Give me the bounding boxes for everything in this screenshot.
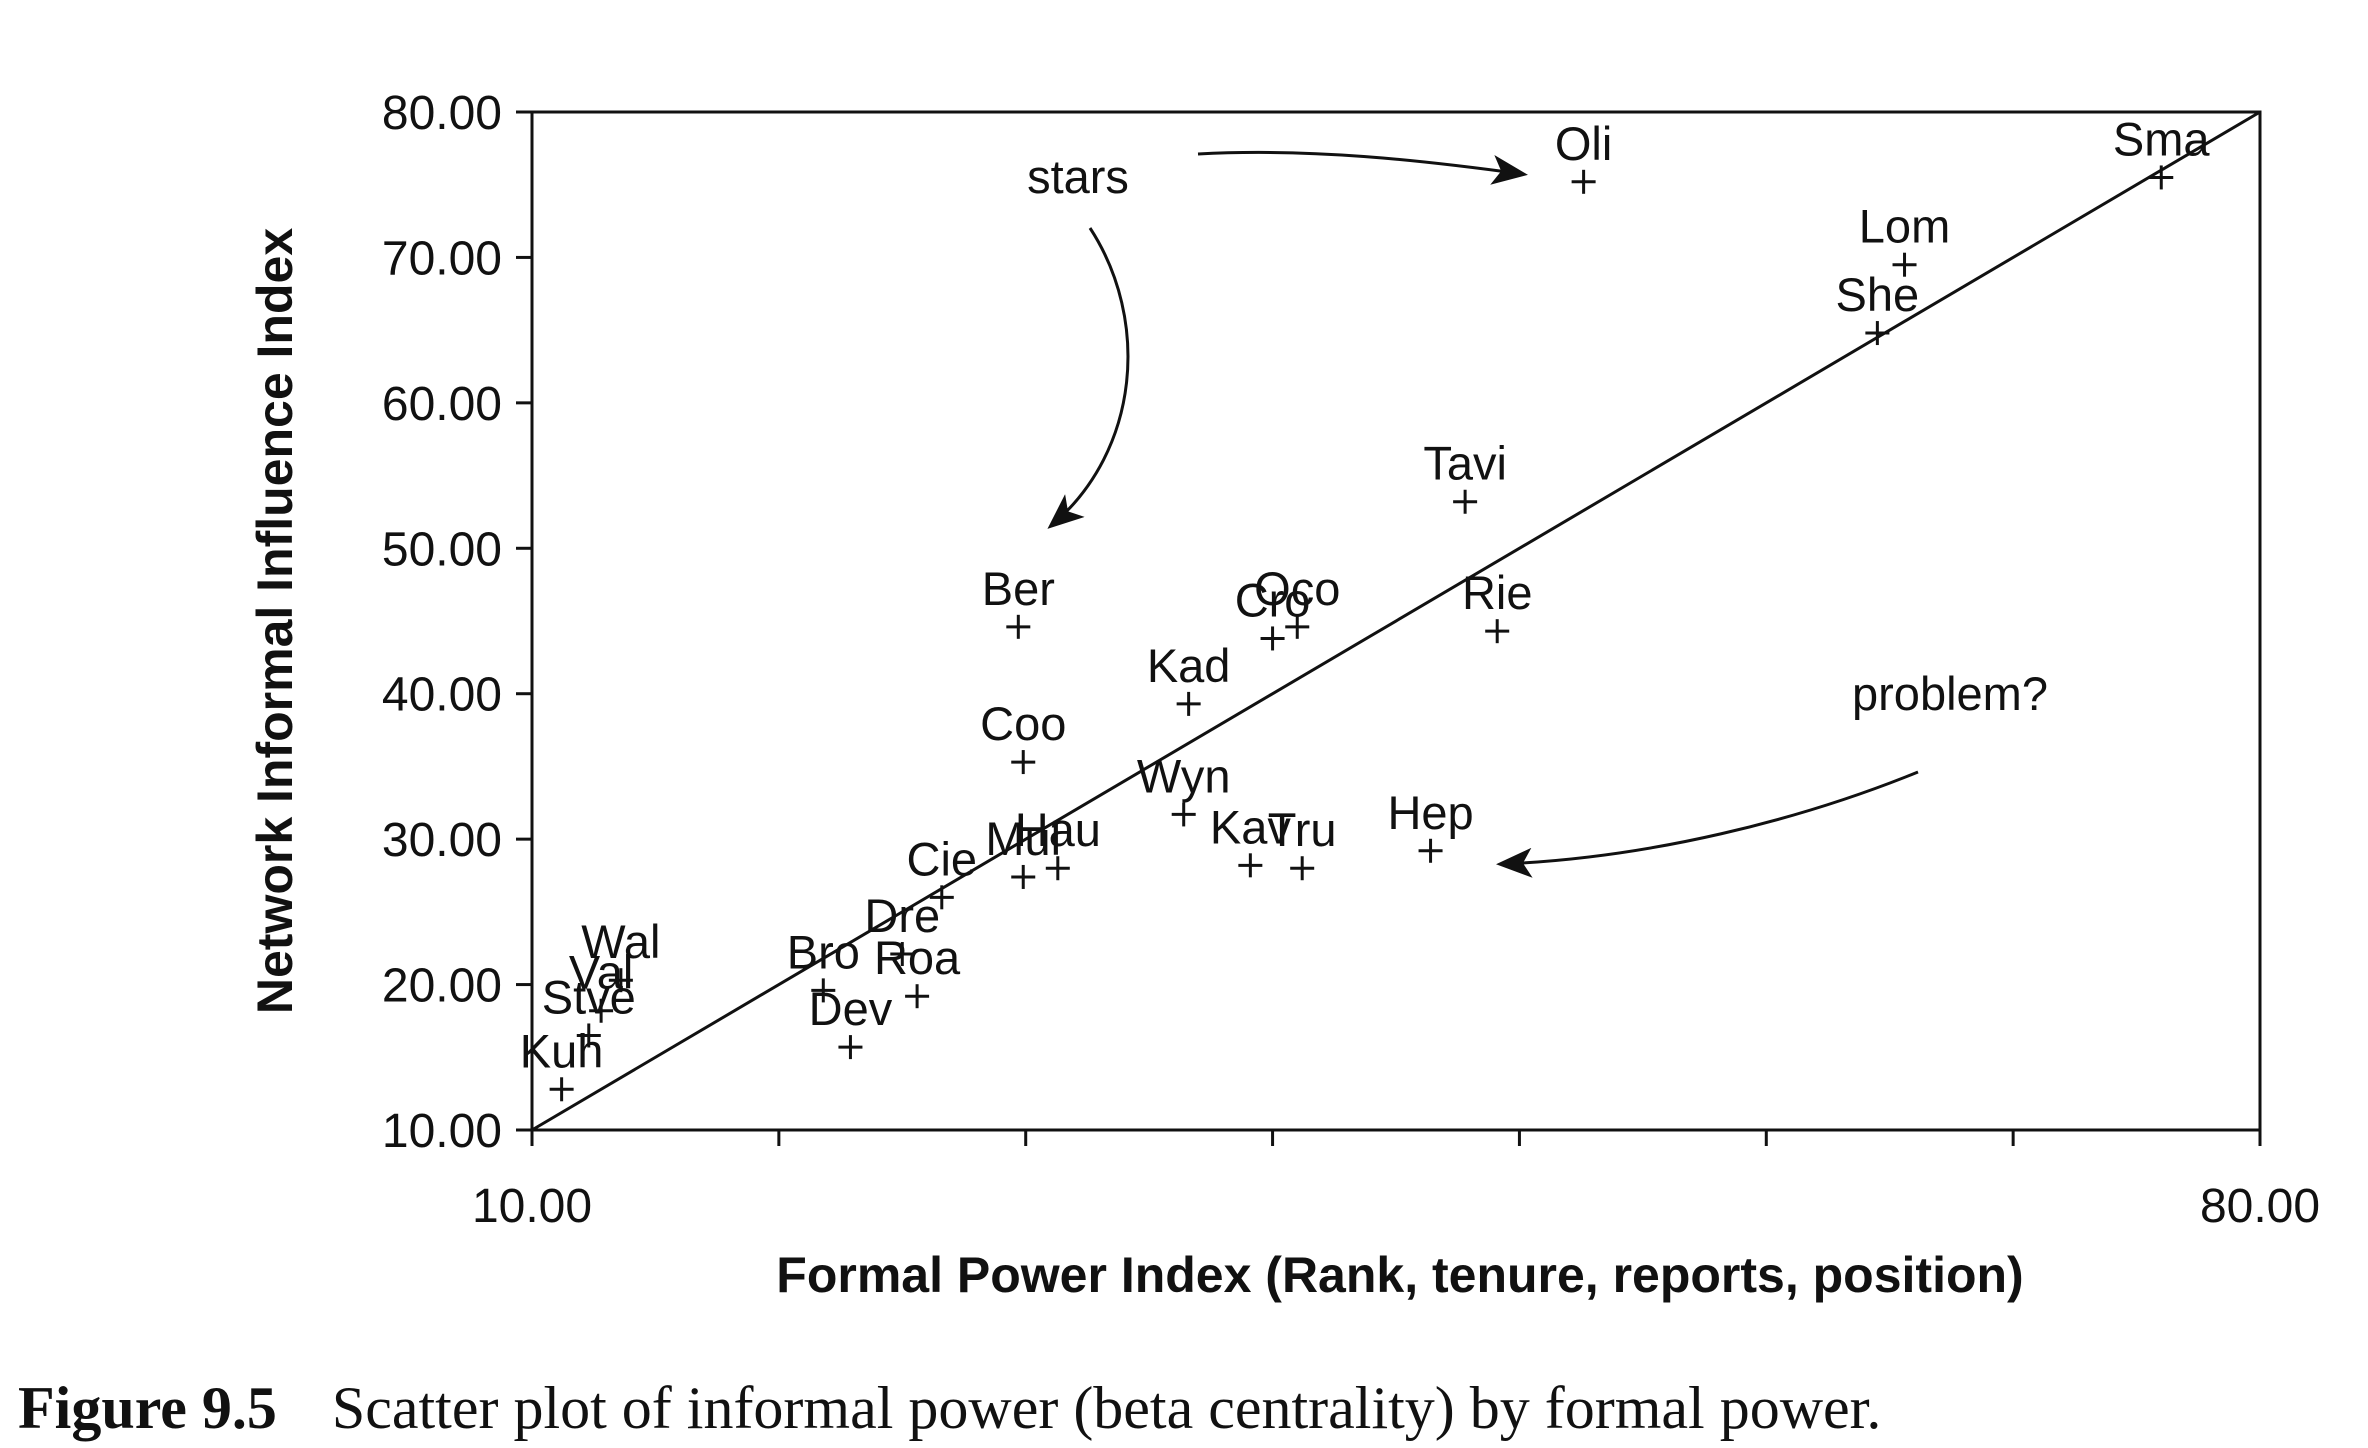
point-label: Dev (809, 982, 893, 1035)
y-tick-label: 40.00 (382, 669, 502, 722)
figure-caption: Figure 9.5 Scatter plot of informal powe… (18, 1375, 1881, 1441)
point-label: Wyn (1137, 749, 1231, 802)
point-label: Oli (1555, 117, 1612, 170)
point-label: Cie (907, 832, 978, 885)
data-point: Ber (982, 562, 1055, 639)
point-label: Tavi (1423, 437, 1507, 490)
plot-frame (530, 110, 2262, 1132)
data-point: Kav (1210, 800, 1291, 878)
data-point: Wyn (1137, 749, 1231, 827)
y-tick-label: 70.00 (382, 232, 502, 285)
point-label: She (1836, 268, 1920, 321)
point-label: Tru (1268, 803, 1337, 856)
point-label: Roa (874, 931, 961, 984)
point-label: Lom (1859, 200, 1950, 253)
data-point: Rie (1462, 566, 1533, 644)
data-point: Kuh (520, 1024, 604, 1102)
data-point: Val (569, 946, 633, 1023)
data-point: Hau (1015, 803, 1101, 881)
data-point: Mul (985, 812, 1061, 889)
annotation-stars: stars (1027, 150, 1129, 203)
data-point: Wal (581, 915, 660, 993)
data-point: Dev (809, 982, 893, 1060)
data-point: Oli (1555, 117, 1612, 194)
data-point: Cie (907, 832, 978, 910)
y-tick-label: 50.00 (382, 523, 502, 576)
data-point: Sma (2113, 112, 2211, 190)
point-label: Hep (1387, 786, 1473, 839)
data-point: Lom (1859, 200, 1950, 277)
point-label: Bro (787, 925, 860, 978)
reference-diagonal (531, 110, 2261, 1132)
point-label: Kav (1210, 800, 1291, 853)
figure-caption-text: Scatter plot of informal power (beta cen… (332, 1375, 1881, 1441)
data-point: Stve (542, 970, 636, 1048)
point-label: Kad (1147, 639, 1231, 692)
data-point: Roa (874, 931, 961, 1009)
point-label: Stve (542, 970, 636, 1023)
data-point: Bro (787, 925, 860, 1003)
figure-caption-label: Figure 9.5 (18, 1375, 277, 1441)
x-axis-ticks (530, 1130, 2262, 1146)
x-tick-label-min: 10.00 (472, 1180, 592, 1233)
y-axis-title: Network Informal Influence Index (247, 228, 303, 1014)
data-point: Hep (1387, 786, 1474, 863)
point-label: Val (569, 946, 633, 999)
point-label: Sma (2113, 112, 2211, 165)
annotation-arrow-problem-hep (1496, 770, 1919, 878)
y-tick-label: 20.00 (382, 960, 502, 1013)
data-point: Coo (980, 697, 1066, 775)
annotation-arrow-stars-ber (1047, 227, 1130, 529)
data-point: Tavi (1423, 437, 1507, 514)
annotation-arrow-stars-oli (1197, 150, 1528, 185)
data-point: Tru (1268, 803, 1337, 881)
point-label: Rie (1462, 566, 1533, 619)
point-label: Wal (581, 915, 660, 968)
x-tick-label-max: 80.00 (2200, 1180, 2320, 1233)
data-point: Kad (1147, 639, 1231, 716)
point-label: Hau (1015, 803, 1101, 856)
point-label: Mul (985, 812, 1061, 865)
y-tick-label: 30.00 (382, 814, 502, 867)
point-label: Kuh (520, 1024, 604, 1077)
y-tick-label: 80.00 (382, 87, 502, 140)
y-tick-label: 60.00 (382, 378, 502, 431)
y-axis-ticks: 10.00 20.00 30.00 40.00 50.00 60.00 70.00 80.00 (382, 87, 532, 1158)
point-label: Oco (1254, 562, 1340, 615)
y-tick-label: 10.00 (382, 1105, 502, 1158)
data-point: Dre (864, 889, 940, 967)
annotation-problem: problem? (1852, 667, 2048, 720)
data-point: Oco (1254, 562, 1340, 639)
data-point: She (1836, 268, 1920, 346)
point-label: Ber (982, 562, 1055, 615)
point-label: Dre (864, 889, 940, 942)
point-label: Coo (980, 697, 1066, 750)
x-axis-title: Formal Power Index (Rank, tenure, report… (776, 1247, 2023, 1303)
